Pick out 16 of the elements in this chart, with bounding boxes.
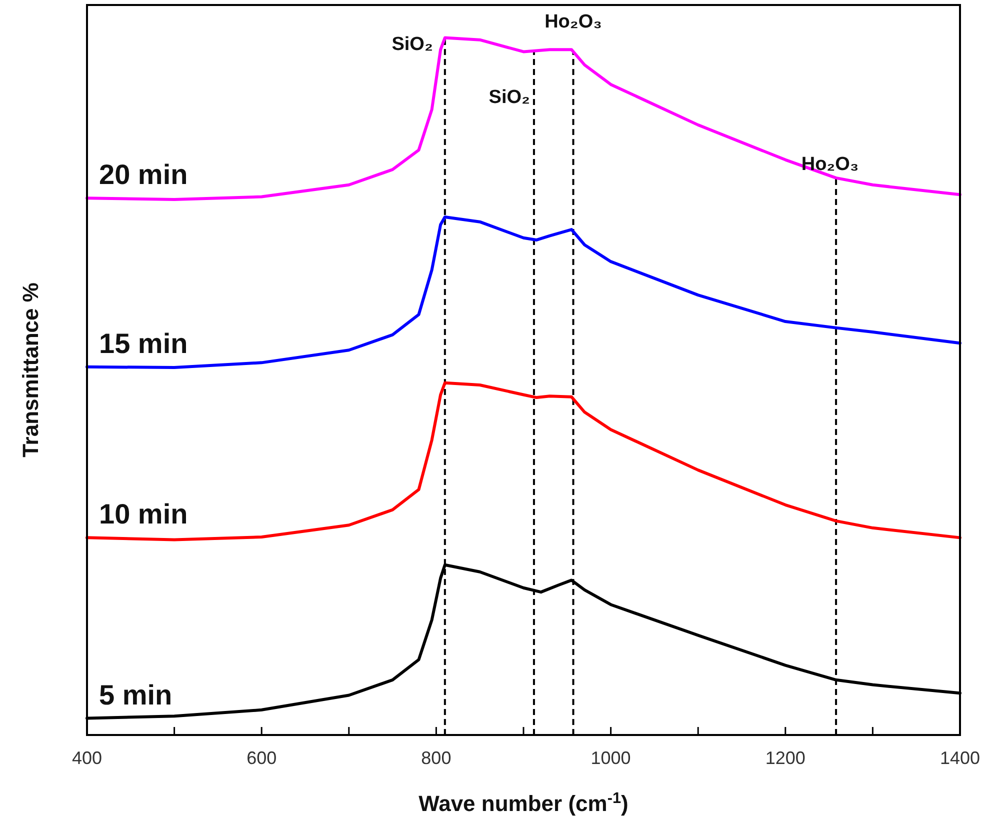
annotation: Ho₂O₃	[801, 154, 859, 175]
series-label: 20 min	[99, 159, 188, 190]
x-tick-label: 400	[72, 748, 102, 768]
x-tick-label: 1000	[590, 748, 631, 768]
y-axis-title: Transmittance %	[18, 282, 43, 458]
x-tick-label: 1200	[765, 748, 806, 768]
series-label: 10 min	[99, 498, 188, 530]
series-label: 15 min	[99, 328, 188, 359]
x-tick-label: 600	[246, 748, 277, 768]
x-axis-title: Wave number (cm$^{-1}$)	[418, 790, 628, 816]
series-label: 5 min	[99, 679, 172, 710]
annotation: SiO₂	[488, 87, 530, 108]
x-tick-label: 1400	[940, 748, 980, 768]
annotation: SiO₂	[392, 34, 433, 55]
annotation: Ho₂O₃	[544, 12, 602, 33]
x-tick-label: 800	[421, 748, 452, 768]
